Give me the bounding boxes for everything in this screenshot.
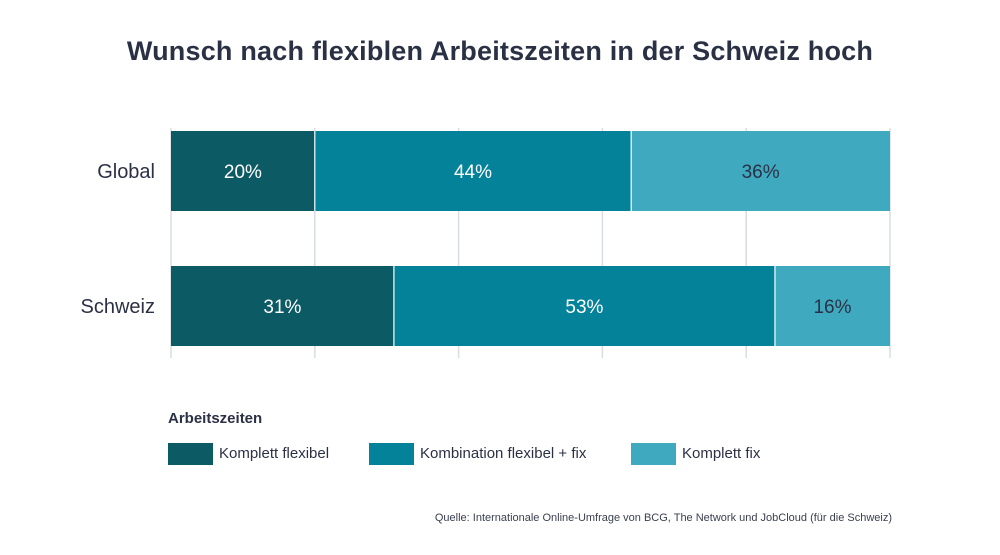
bars: [171, 131, 890, 346]
bar-segment: [171, 266, 394, 346]
legend-label: Kombination flexibel + fix: [420, 445, 587, 462]
category-labels: Global Schweiz: [81, 161, 155, 318]
data-label: 31%: [263, 297, 301, 318]
data-label: 36%: [742, 162, 780, 183]
bar-segment: [774, 266, 890, 346]
data-label: 53%: [565, 297, 603, 318]
category-label: Schweiz: [81, 296, 155, 318]
legend-swatch: [631, 443, 676, 465]
bar-segment: [314, 131, 632, 211]
bar-segment: [393, 266, 775, 346]
value-labels: 20% 44% 36% 31% 53% 16%: [224, 162, 852, 318]
chart-title: Wunsch nach flexiblen Arbeitszeiten in d…: [126, 36, 874, 66]
legend-label: Komplett fix: [682, 445, 761, 462]
data-label: 16%: [813, 297, 851, 318]
legend-swatch: [168, 443, 213, 465]
source-note: Quelle: Internationale Online-Umfrage vo…: [434, 512, 892, 524]
legend-swatch: [369, 443, 414, 465]
data-label: 20%: [224, 162, 262, 183]
bar-segment: [631, 131, 890, 211]
legend-title: Arbeitszeiten: [168, 410, 263, 427]
bar-segment: [171, 131, 315, 211]
legend-label: Komplett flexibel: [219, 445, 330, 462]
data-label: 44%: [454, 162, 492, 183]
category-label: Global: [97, 161, 155, 183]
stacked-bar-chart: Global Schweiz 20% 44% 36% 31% 53% 16%: [81, 128, 891, 358]
